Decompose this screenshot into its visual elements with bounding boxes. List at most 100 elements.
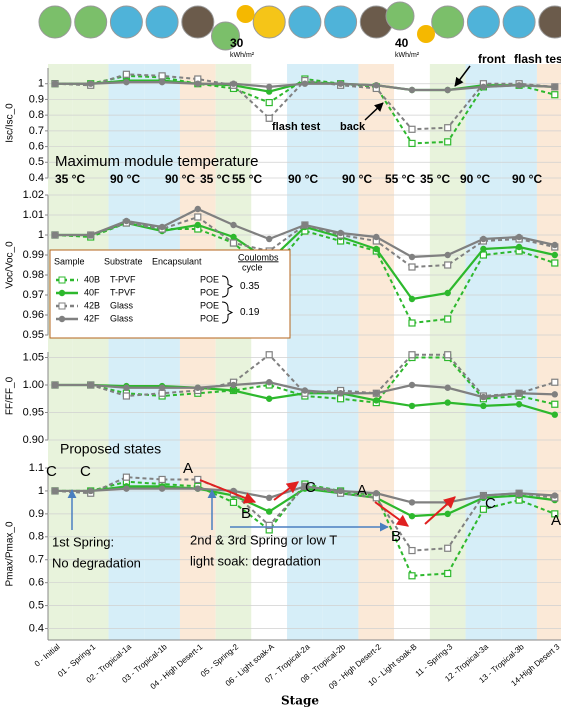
marker [444, 138, 452, 146]
annotation: kWh/m² [230, 52, 255, 59]
marker [51, 80, 59, 87]
y-tick-label: 1.05 [23, 351, 44, 363]
y-tick-label: 0.9 [29, 93, 44, 105]
marker [158, 78, 166, 86]
y-tick-label: 0.5 [29, 156, 44, 168]
marker [408, 253, 416, 261]
y-tick-label: 1.01 [23, 209, 44, 221]
temperature-label: 90 °C [512, 172, 542, 186]
stage-band [72, 64, 109, 640]
marker [408, 512, 416, 520]
legend-header: Sample [54, 256, 85, 266]
y-tick-label: 1.00 [23, 379, 44, 391]
stage-icon [38, 5, 72, 39]
marker [480, 235, 487, 243]
legend-encapsulant: POE [200, 300, 219, 310]
marker [158, 384, 166, 391]
marker [123, 384, 130, 391]
marker [551, 391, 558, 398]
marker [229, 239, 238, 247]
marker [230, 233, 237, 241]
annotation: 1st Spring: [52, 534, 114, 549]
y-tick-label: 0.8 [29, 109, 44, 121]
legend-swatch [58, 289, 66, 297]
legend-substrate: Glass [110, 300, 134, 310]
marker [408, 263, 416, 271]
y-tick-label: 1 [38, 229, 44, 241]
grid: 0.4 0.5 0.6 0.7 0.8 0.9 1 Isc/Isc_0 0.95 0.96 0.97… [5, 68, 561, 640]
marker [551, 241, 558, 249]
marker [194, 221, 201, 229]
marker [337, 395, 345, 403]
stage-band [358, 64, 395, 640]
marker [87, 231, 94, 239]
y-tick-label: 0.4 [29, 622, 44, 634]
marker [551, 492, 558, 499]
y-tick-label: 1.1 [29, 462, 44, 474]
stage-band [215, 64, 252, 640]
y-tick-label: 0.90 [23, 434, 44, 446]
legend-header: Coulombs [238, 252, 279, 262]
stage-icon [211, 21, 240, 51]
legend-encapsulant: POE [200, 274, 219, 284]
sun-icon [417, 25, 435, 43]
temperature-label: 90 °C [460, 172, 490, 186]
series-line [54, 476, 555, 552]
marker [408, 319, 416, 327]
marker [373, 490, 380, 497]
marker [408, 499, 416, 506]
marker [230, 221, 237, 229]
marker [444, 124, 452, 132]
annotations: 35 °C 90 °C 90 °C 35 °C 55 °C 90 °C 90 °C 55 °C… [46, 36, 561, 570]
stage-icon [109, 5, 143, 39]
stage-band [287, 64, 323, 640]
marker [87, 80, 94, 87]
y-tick-label: 0.95 [23, 329, 44, 341]
marker [266, 88, 273, 95]
marker [51, 381, 59, 389]
marker [122, 70, 131, 78]
marker [301, 221, 309, 229]
marker [444, 289, 451, 297]
marker [551, 411, 558, 418]
marker [551, 378, 559, 386]
marker [551, 259, 559, 267]
marker [373, 233, 380, 241]
sun-icon [236, 5, 255, 23]
marker [123, 217, 130, 225]
annotation: 2nd & 3rd Spring or low T [190, 532, 337, 547]
temperature-label: 90 °C [110, 172, 140, 186]
temperature-label: 90 °C [165, 172, 195, 186]
legend-header: Encapsulant [152, 256, 202, 266]
marker [158, 389, 166, 397]
annotation: B [241, 505, 251, 522]
marker [444, 569, 452, 578]
temperature-label: 90 °C [288, 172, 318, 186]
brace [221, 301, 234, 324]
marker [337, 487, 344, 495]
y-tick-label: 0.6 [29, 577, 44, 589]
marker [266, 494, 273, 502]
marker [444, 399, 451, 406]
marker [479, 505, 487, 513]
y-tick-label: 0.4 [29, 172, 44, 184]
temperature-label: 55 °C [232, 172, 262, 186]
legend-label: 40F [84, 287, 100, 297]
marker [408, 546, 416, 555]
brace [221, 275, 234, 298]
temperature-label: 35 °C [55, 172, 85, 186]
marker [266, 379, 273, 386]
marker [230, 387, 237, 394]
marker [51, 231, 59, 239]
legend-label: 42F [84, 313, 100, 323]
marker [230, 381, 237, 389]
marker [551, 400, 559, 408]
marker [301, 387, 309, 394]
legend-box [49, 249, 291, 339]
marker [194, 205, 201, 213]
annotation: flash test [514, 52, 561, 66]
temperature-label: 55 °C [385, 172, 415, 186]
marker [408, 125, 416, 133]
back-arrow [364, 102, 384, 121]
annotation: flash test [272, 121, 321, 133]
